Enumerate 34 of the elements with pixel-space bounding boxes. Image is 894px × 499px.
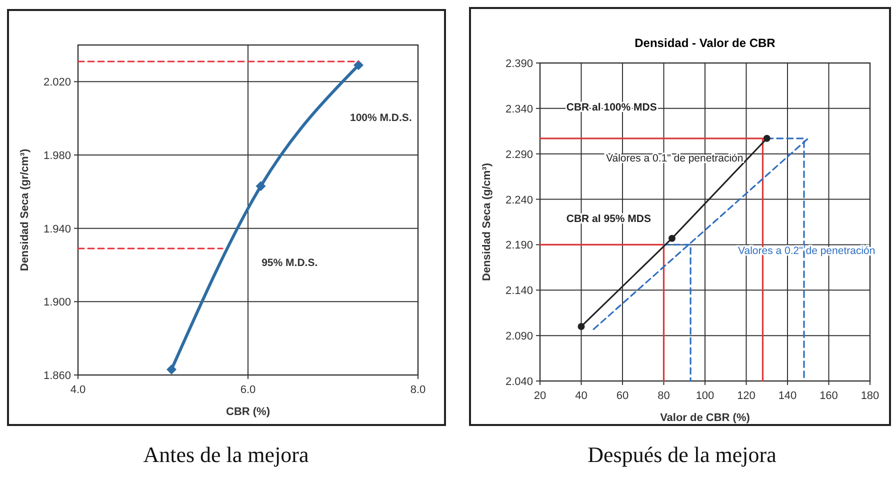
y-tick-label: 2.390 — [505, 58, 533, 70]
x-tick-label: 80 — [658, 390, 670, 402]
y-tick-label: 2.020 — [43, 76, 71, 89]
x-tick-label: 6.0 — [240, 384, 256, 396]
x-tick-label: 120 — [737, 390, 756, 402]
y-tick-label: 2.340 — [505, 103, 533, 116]
x-tick-label: 40 — [575, 390, 588, 402]
y-tick-label: 2.140 — [505, 285, 533, 298]
chart-title: Densidad - Valor de CBR — [634, 36, 776, 50]
y-tick-label: 2.290 — [505, 148, 533, 161]
x-tick-label: 100 — [696, 390, 714, 402]
x-tick-label: 160 — [820, 390, 838, 402]
x-tick-label: 60 — [616, 390, 629, 402]
y-axis-title: Densidad Seca (g/cm³) — [481, 162, 493, 281]
x-tick-label: 8.0 — [410, 384, 426, 396]
annotation: 95% M.D.S. — [262, 257, 318, 270]
annotation: 100% M.D.S. — [350, 112, 412, 124]
y-tick-label: 2.040 — [505, 376, 533, 388]
y-tick-label: 1.980 — [43, 150, 71, 162]
x-axis-title: Valor de CBR (%) — [660, 412, 750, 424]
x-tick-label: 180 — [860, 390, 880, 402]
y-axis-title: Densidad Seca (gr/cm³) — [19, 148, 31, 272]
x-tick-label: 140 — [778, 390, 797, 402]
y-tick-label: 2.240 — [505, 194, 533, 206]
x-tick-label: 20 — [534, 390, 546, 402]
text: Después de la mejora — [588, 442, 777, 467]
y-tick-label: 1.940 — [43, 223, 71, 236]
y-tick-label: 1.860 — [43, 370, 71, 382]
text: Antes de la mejora — [143, 442, 309, 467]
x-tick-label: 4.0 — [70, 384, 86, 396]
x-axis-title: CBR (%) — [226, 406, 270, 418]
y-tick-label: 1.900 — [43, 296, 71, 309]
y-tick-label: 2.090 — [505, 330, 533, 343]
y-tick-label: 2.190 — [505, 240, 533, 252]
